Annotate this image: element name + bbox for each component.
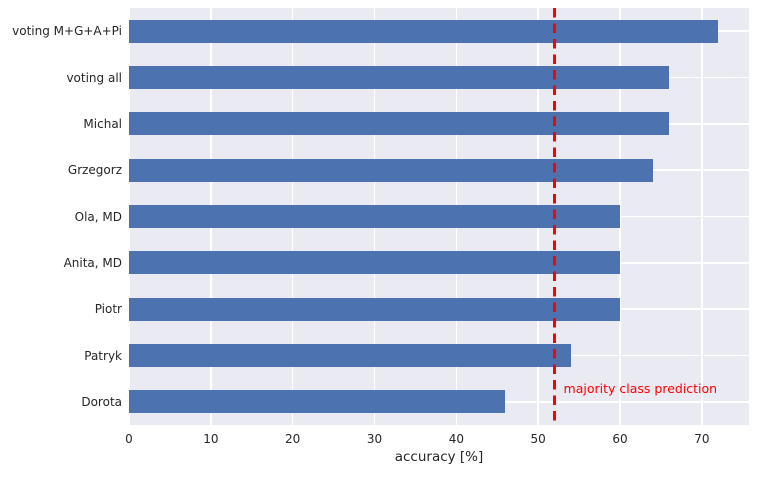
- x-tick-label: 30: [366, 432, 383, 446]
- bar-voting-all: [129, 65, 670, 90]
- bar-voting-m-g-a-pi: [129, 19, 719, 43]
- bar-patryk: [129, 343, 571, 368]
- y-tick-label: voting all: [66, 70, 122, 85]
- y-tick-label: Anita, MD: [63, 255, 122, 270]
- bar-ola-md: [129, 204, 621, 229]
- y-tick-label: Ola, MD: [74, 209, 122, 224]
- x-tick-label: 60: [612, 432, 628, 446]
- majority-class-annotation: majority class prediction: [563, 381, 718, 396]
- x-tick-label: 70: [694, 432, 710, 446]
- y-axis-labels: voting M+G+A+Pi voting all Michal Grzegorz O…: [0, 8, 122, 425]
- y-tick-label: Grzegorz: [67, 163, 122, 178]
- y-tick-label: Piotr: [94, 302, 122, 317]
- x-tick-label: 0: [125, 432, 133, 446]
- bar-anita-md: [129, 251, 621, 275]
- x-tick-label: 20: [285, 432, 301, 446]
- x-tick-label: 10: [203, 432, 219, 446]
- y-tick-label: Dorota: [81, 394, 122, 409]
- bar-piotr: [129, 297, 621, 321]
- x-tick-label: 50: [530, 432, 546, 446]
- y-tick-label: voting M+G+A+Pi: [12, 24, 122, 39]
- majority-class-reference-line: [553, 8, 557, 425]
- y-tick-label: Michal: [83, 116, 122, 131]
- plot-area: majority class prediction: [128, 8, 749, 425]
- bar-michal: [129, 112, 670, 136]
- x-axis-label: accuracy [%]: [394, 449, 484, 465]
- x-tick-label: 40: [448, 432, 464, 446]
- x-axis-tick-labels: 0 10 20 30 40 50 60 70: [125, 425, 749, 447]
- y-tick-label: Patryk: [84, 348, 122, 363]
- bar-grzegorz: [129, 158, 653, 182]
- bar-dorota: [129, 390, 506, 414]
